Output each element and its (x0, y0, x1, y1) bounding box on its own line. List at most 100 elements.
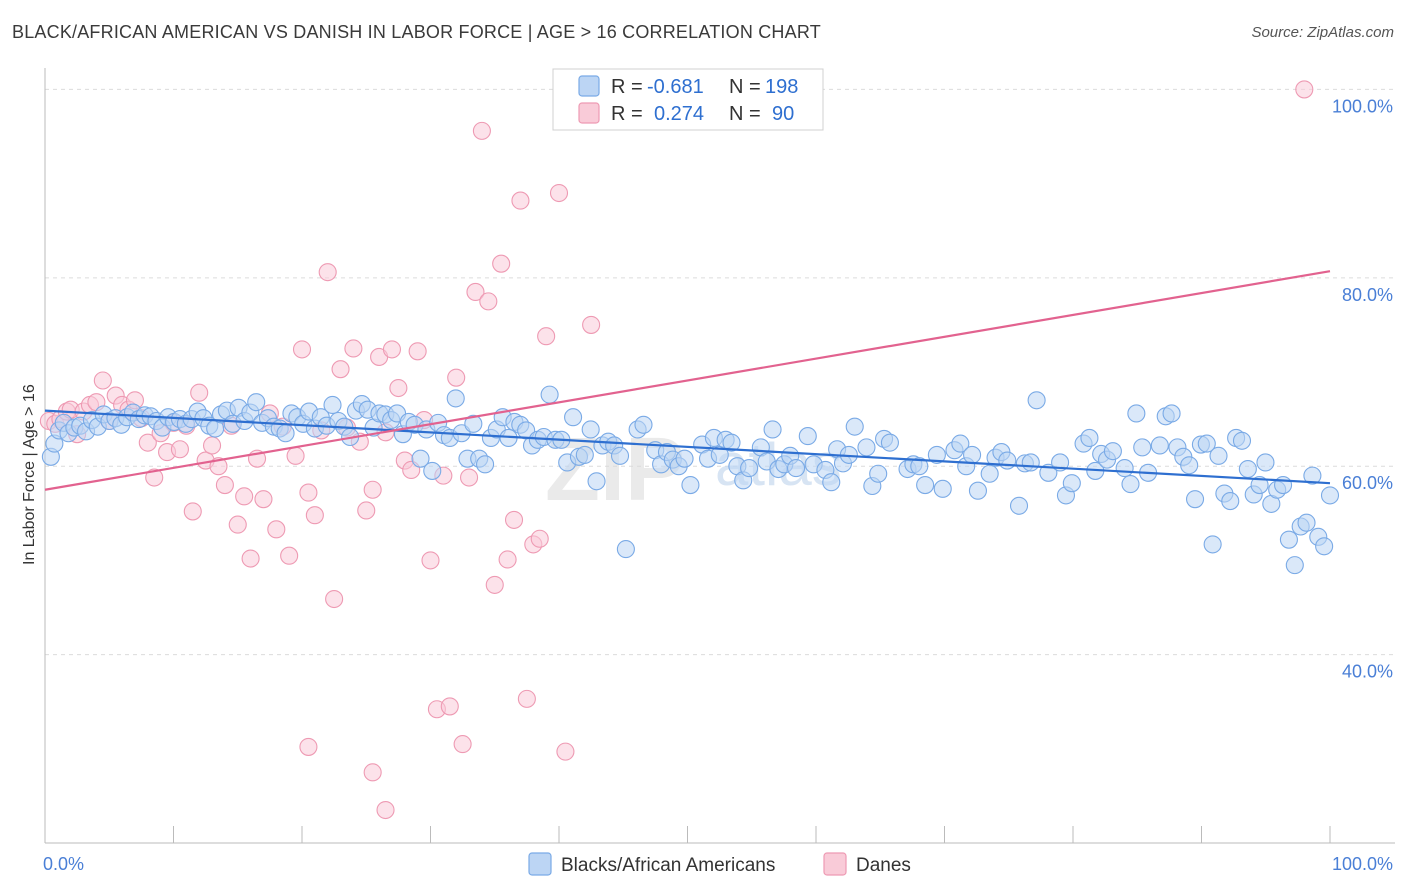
point-blacks (822, 473, 841, 492)
point-blacks (1315, 537, 1334, 556)
point-danes (479, 292, 498, 311)
point-blacks (464, 414, 483, 433)
trend-line-blacks (44, 409, 1331, 485)
point-danes (299, 483, 318, 502)
point-blacks (916, 475, 935, 495)
point-blacks (869, 464, 888, 483)
point-blacks (998, 451, 1017, 470)
point-danes (331, 360, 350, 379)
point-danes (228, 515, 247, 534)
point-danes (453, 735, 472, 754)
point-danes (241, 549, 260, 568)
point-danes (556, 742, 575, 761)
point-danes (492, 254, 511, 273)
trend-line-danes (44, 270, 1331, 491)
point-blacks (1203, 535, 1222, 554)
point-blacks (1232, 431, 1252, 450)
point-blacks (1162, 404, 1181, 423)
y-tick-label: 40.0% (1342, 662, 1393, 682)
point-danes (286, 446, 305, 465)
legend-n-label-1: N = (729, 103, 761, 125)
point-danes (203, 436, 222, 455)
point-blacks (1180, 456, 1199, 475)
point-danes (254, 490, 273, 509)
y-tick-labels: 40.0% 60.0% 80.0% 100.0% (1332, 96, 1393, 681)
point-blacks (933, 479, 952, 498)
point-danes (537, 327, 556, 346)
point-blacks (616, 540, 635, 559)
point-blacks (845, 417, 864, 436)
correlation-legend: R = -0.681 N = 198 R = 0.274 N = 90 (552, 68, 824, 131)
legend-r-value-0: -0.681 (647, 76, 704, 98)
point-danes (530, 529, 549, 548)
point-danes (292, 340, 312, 359)
bottom-legend-label-pink: Danes (856, 855, 911, 876)
point-danes (357, 501, 376, 520)
point-blacks (446, 389, 465, 408)
point-danes (280, 546, 299, 565)
point-blacks (722, 433, 741, 452)
x-tick-label: 100.0% (1332, 854, 1393, 874)
point-danes (421, 551, 440, 570)
legend-n-value-0: 198 (765, 76, 798, 98)
point-blacks (1279, 530, 1298, 549)
point-blacks (247, 393, 266, 412)
point-danes (376, 800, 395, 820)
point-blacks (927, 445, 946, 464)
point-danes (145, 468, 164, 487)
point-danes (344, 339, 363, 358)
point-danes (325, 589, 344, 609)
point-blacks (1127, 404, 1146, 423)
point-danes (447, 368, 466, 387)
point-blacks (323, 395, 342, 415)
point-danes (1295, 80, 1314, 99)
point-blacks (963, 445, 982, 464)
legend-r-label-1: R = (611, 103, 643, 125)
x-tick-labels: 0.0% 100.0% (43, 854, 1393, 874)
point-blacks (1303, 466, 1322, 485)
point-blacks (857, 438, 876, 457)
point-blacks (411, 449, 430, 468)
y-tick-label: 80.0% (1342, 285, 1393, 305)
point-blacks (1209, 446, 1228, 465)
point-blacks (787, 459, 806, 478)
point-danes (472, 121, 491, 140)
point-blacks (1285, 556, 1304, 575)
point-blacks (951, 434, 970, 453)
chart-title: BLACK/AFRICAN AMERICAN VS DANISH IN LABO… (12, 22, 821, 42)
point-blacks (675, 449, 694, 468)
point-danes (511, 191, 530, 210)
point-danes (299, 737, 318, 756)
point-blacks (1009, 496, 1029, 515)
point-blacks (1238, 459, 1257, 479)
point-blacks (1297, 513, 1316, 532)
point-blacks (276, 424, 295, 443)
point-danes (382, 340, 402, 359)
point-blacks (423, 461, 442, 480)
point-danes (582, 315, 601, 334)
point-blacks (1062, 474, 1081, 493)
bottom-legend-swatch-blue (528, 852, 552, 876)
point-blacks (634, 415, 653, 434)
point-blacks (740, 459, 759, 478)
legend-swatch-pink (578, 102, 600, 124)
series-blacks-points (41, 385, 1340, 575)
point-danes (190, 383, 209, 402)
legend-r-label-0: R = (611, 76, 643, 98)
legend-r-value-1: 0.274 (654, 103, 704, 125)
point-blacks (587, 472, 606, 491)
point-danes (318, 263, 337, 282)
point-danes (408, 342, 427, 361)
point-danes (504, 510, 524, 529)
point-danes (459, 468, 479, 487)
bottom-legend-swatch-pink (823, 852, 847, 876)
point-blacks (1185, 490, 1205, 509)
point-blacks (1027, 391, 1046, 410)
point-blacks (1115, 459, 1134, 478)
point-danes (267, 520, 286, 539)
point-blacks (1250, 475, 1269, 495)
bottom-legend-label-blue: Blacks/African Americans (561, 855, 775, 876)
point-blacks (968, 481, 987, 500)
point-danes (517, 689, 536, 708)
grid-lines (45, 88, 1395, 656)
